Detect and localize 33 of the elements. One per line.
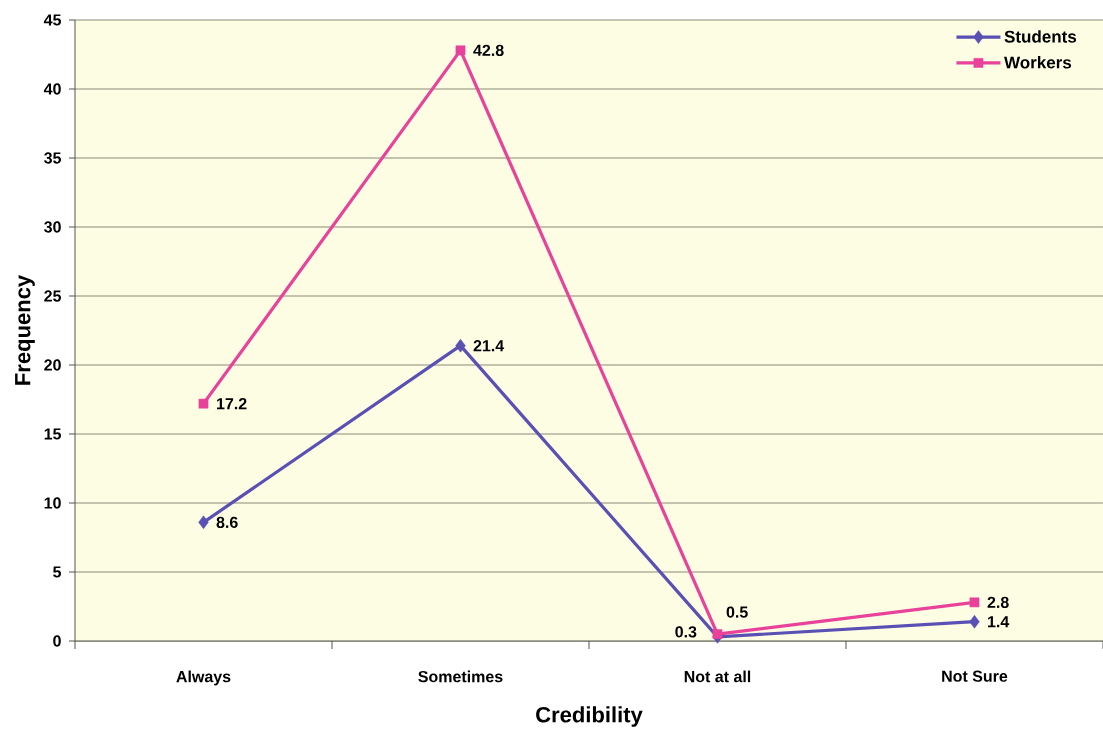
data-label: 42.8 bbox=[473, 44, 504, 57]
y-tick-label: 0 bbox=[53, 635, 61, 647]
y-tick-label: 10 bbox=[44, 497, 61, 509]
y-tick-label: 15 bbox=[44, 428, 62, 440]
y-tick-label: 35 bbox=[44, 152, 62, 164]
point bbox=[198, 515, 209, 530]
y-tick-label: 30 bbox=[44, 221, 61, 233]
legend-label: Workers bbox=[1004, 56, 1072, 69]
y-tick-label: 20 bbox=[44, 359, 61, 371]
data-label: 0.3 bbox=[675, 626, 697, 638]
point bbox=[969, 597, 980, 608]
data-label: 0.5 bbox=[726, 606, 748, 618]
y-axis-title: Frequency bbox=[15, 274, 35, 385]
data-label: 17.2 bbox=[217, 398, 247, 410]
x-tick-label: Sometimes bbox=[418, 670, 503, 683]
point bbox=[969, 614, 980, 629]
x-tick-label: Not Sure bbox=[942, 670, 1008, 682]
point bbox=[712, 629, 723, 639]
data-label: 8.6 bbox=[216, 516, 238, 528]
x-axis-title: Credibility bbox=[536, 706, 643, 727]
point bbox=[455, 45, 466, 56]
y-tick-label: 25 bbox=[44, 290, 62, 302]
data-label: 1.4 bbox=[988, 616, 1010, 628]
y-tick-label: 40 bbox=[43, 83, 61, 95]
y-tick-label: 45 bbox=[43, 14, 62, 26]
point bbox=[198, 398, 209, 409]
legend-label: Students bbox=[1004, 30, 1077, 43]
data-label: 2.8 bbox=[987, 596, 1009, 609]
x-tick-label: Not at all bbox=[684, 670, 751, 683]
y-tick-label: 5 bbox=[53, 566, 62, 578]
x-tick-label: Always bbox=[176, 670, 231, 686]
point bbox=[455, 338, 466, 353]
data-label: 21.4 bbox=[473, 340, 505, 352]
